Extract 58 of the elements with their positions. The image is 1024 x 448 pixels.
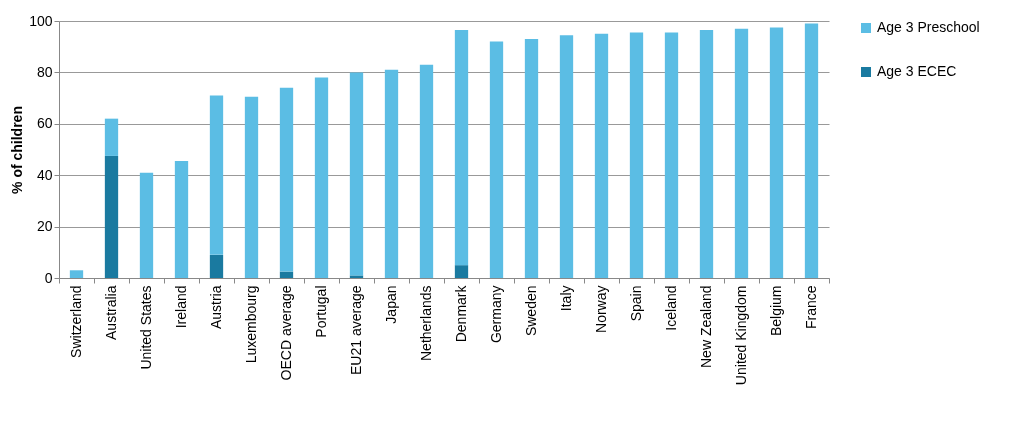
legend-label: Age 3 Preschool [877, 19, 980, 35]
y-tick-label: 40 [36, 166, 53, 183]
x-tick-label: Germany [488, 285, 504, 344]
x-tick-label: United States [138, 285, 154, 370]
bar [454, 265, 469, 278]
bar [244, 96, 259, 278]
x-tick-label: Japan [383, 285, 399, 324]
bar [349, 72, 364, 276]
bar [314, 77, 329, 278]
bar [594, 33, 609, 278]
x-tick-label: Iceland [663, 285, 679, 331]
bar [384, 69, 399, 278]
x-tick-label: Portugal [313, 285, 329, 338]
bar [454, 30, 469, 266]
y-tick-label: 100 [29, 12, 53, 29]
y-tick-label: 0 [44, 269, 53, 286]
bar [209, 95, 224, 255]
bar [699, 30, 714, 278]
bar [104, 118, 119, 156]
x-tick-label: Italy [558, 285, 574, 312]
x-tick-label: Switzerland [68, 285, 84, 358]
bar [804, 23, 819, 278]
bar [104, 155, 119, 278]
x-tick-label: New Zealand [698, 285, 714, 368]
bar [139, 172, 154, 278]
bar [419, 64, 434, 278]
bar [209, 254, 224, 278]
legend-label: Age 3 ECEC [877, 63, 957, 79]
x-tick-label: Netherlands [418, 285, 434, 361]
x-tick-label: OECD average [278, 285, 294, 381]
y-tick-label: 20 [36, 218, 53, 235]
bar [69, 270, 84, 278]
bar [524, 38, 539, 278]
x-tick-label: Spain [628, 285, 644, 322]
bar [349, 275, 364, 278]
bar [279, 87, 294, 272]
bar [769, 27, 784, 278]
bar [664, 32, 679, 278]
bar [559, 35, 574, 278]
x-tick-label: Norway [593, 285, 609, 333]
bar [734, 28, 749, 278]
y-tick-label: 60 [36, 115, 53, 132]
bar [174, 161, 189, 278]
y-tick-label: 80 [36, 63, 53, 80]
x-tick-label: Belgium [768, 285, 784, 337]
x-tick-label: Sweden [523, 285, 539, 337]
x-tick-label: United Kingdom [733, 285, 749, 386]
x-tick-label: EU21 average [348, 285, 364, 376]
x-tick-label: Ireland [173, 285, 189, 329]
x-tick-label: France [803, 285, 819, 330]
bar [629, 32, 644, 278]
x-tick-label: Australia [103, 285, 119, 340]
x-tick-label: Austria [208, 285, 224, 330]
bar [279, 271, 294, 278]
bar [489, 41, 504, 278]
x-tick-label: Luxembourg [243, 285, 259, 364]
x-tick-label: Denmark [453, 284, 469, 343]
y-axis-title: % of children [9, 106, 26, 194]
